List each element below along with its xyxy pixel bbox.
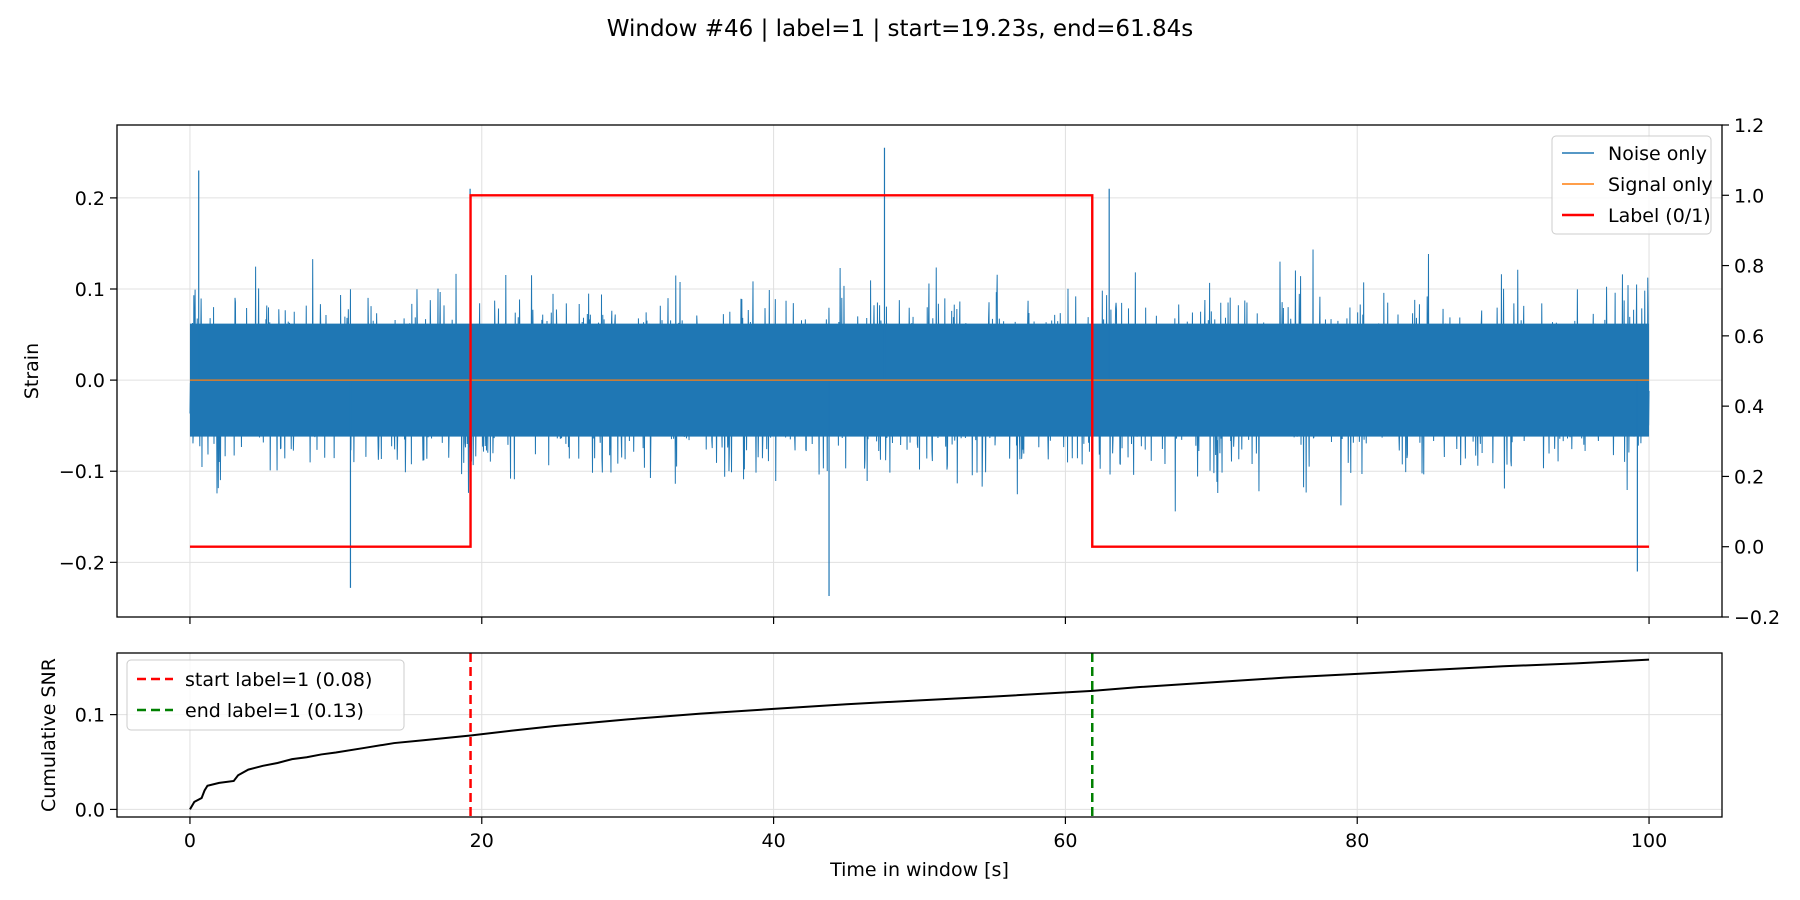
bottom-vlines [469, 653, 1094, 817]
top-y2-tick-label: 0.8 [1734, 256, 1764, 278]
legend-start-label: start label=1 (0.08) [185, 669, 372, 691]
top-y2-tick-label: 0.0 [1734, 537, 1764, 559]
top-y-axis: −0.2 −0.1 0.0 0.1 0.2 [59, 188, 117, 574]
legend-label-label: Label (0/1) [1608, 205, 1711, 227]
top-y-tick-label: 0.2 [75, 188, 105, 210]
bottom-y-tick-label: 0.1 [75, 705, 105, 727]
bottom-legend-box [126, 659, 405, 731]
top-y-tick-label: −0.2 [59, 552, 105, 574]
top-x-ticks [189, 617, 1650, 624]
bottom-y-tick-label: 0.0 [75, 799, 105, 821]
top-y2-tick-label: 1.0 [1734, 185, 1764, 207]
top-right-y-axis: −0.2 0.0 0.2 0.4 0.6 0.8 1.0 1.2 [1722, 115, 1780, 629]
bottom-x-tick-label: 60 [1053, 830, 1077, 852]
legend-end-label: end label=1 (0.13) [185, 700, 364, 722]
top-y2-tick-label: 0.4 [1734, 396, 1764, 418]
bottom-plot-frame [116, 652, 1723, 818]
top-y-tick-label: −0.1 [59, 461, 105, 483]
legend-signal-label: Signal only [1608, 174, 1713, 196]
figure-title: Window #46 | label=1 | start=19.23s, end… [607, 16, 1194, 42]
top-plot-frame [116, 124, 1723, 618]
top-y-tick-label: 0.0 [75, 370, 105, 392]
bottom-x-tick-label: 20 [470, 830, 494, 852]
bottom-x-tick-label: 0 [184, 830, 196, 852]
snr-series [189, 658, 1650, 810]
top-y-axis-label: Strain [21, 343, 43, 399]
bottom-x-tick-label: 80 [1345, 830, 1369, 852]
bottom-y-axis-label: Cumulative SNR [38, 658, 60, 812]
noise-series [189, 147, 1650, 597]
bottom-x-tick-label: 100 [1631, 830, 1667, 852]
snr-curve [189, 658, 1650, 810]
bottom-x-tick-label: 40 [761, 830, 785, 852]
top-y2-tick-label: 0.2 [1734, 466, 1764, 488]
top-y2-tick-label: 1.2 [1734, 115, 1764, 137]
label-series [189, 194, 1650, 548]
bottom-x-axis: 0 20 40 60 80 100 [184, 817, 1667, 852]
top-y-tick-label: 0.1 [75, 279, 105, 301]
top-y2-tick-label: −0.2 [1734, 607, 1780, 629]
label-step-line [189, 194, 1650, 548]
bottom-legend: start label=1 (0.08) end label=1 (0.13) [126, 659, 405, 731]
legend-noise-label: Noise only [1608, 143, 1707, 165]
top-legend: Noise only Signal only Label (0/1) [1551, 135, 1713, 235]
top-y2-tick-label: 0.6 [1734, 326, 1764, 348]
top-legend-box [1551, 135, 1712, 235]
x-axis-label: Time in window [s] [829, 859, 1009, 881]
bottom-y-axis: 0.0 0.1 [75, 705, 117, 821]
